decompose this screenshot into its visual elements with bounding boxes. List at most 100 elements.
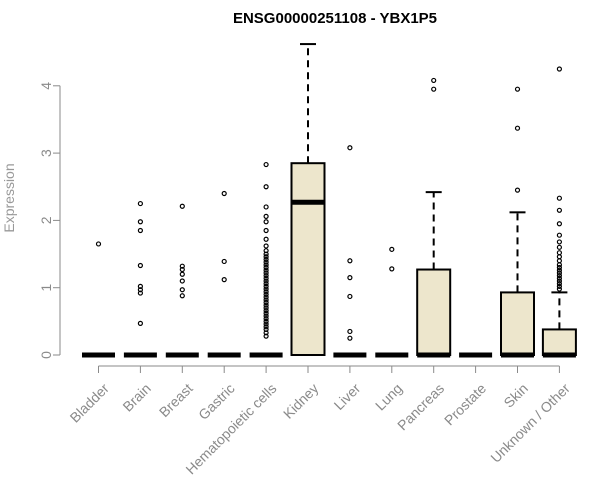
box-rect [541, 328, 577, 356]
outlier-point [137, 320, 143, 326]
y-tick-label: 0 [38, 351, 54, 359]
outlier-point [263, 278, 269, 284]
outlier-point [263, 262, 269, 268]
chart-title: ENSG00000251108 - YBX1P5 [233, 10, 437, 27]
outlier-point [263, 294, 269, 300]
outlier-point [431, 86, 437, 92]
outlier-point [263, 184, 269, 190]
outlier-point [556, 239, 563, 245]
outlier-point [556, 258, 563, 264]
outlier-point [556, 264, 563, 271]
outlier-point [347, 258, 353, 264]
outlier-point [179, 287, 185, 293]
outlier-point [556, 286, 563, 292]
outlier-point [179, 293, 185, 299]
outlier-point [263, 259, 269, 265]
y-tick-label: 4 [38, 82, 54, 90]
outlier-point [263, 318, 269, 324]
outlier-point [137, 219, 143, 225]
outlier-point [263, 272, 269, 279]
outlier-point [263, 219, 269, 225]
box-gastric [207, 190, 241, 358]
outlier-point [556, 281, 563, 287]
outlier-point [347, 145, 353, 151]
box-kidney [290, 43, 326, 356]
outlier-point [556, 207, 563, 213]
outlier-point [263, 305, 269, 311]
outlier-point [263, 310, 269, 316]
outlier-point [137, 290, 143, 296]
outlier-point [263, 281, 269, 287]
x-tick-label: Unknown / Other [487, 380, 573, 466]
outlier-point [556, 270, 563, 276]
outlier-point [556, 250, 563, 256]
outlier-point [263, 236, 269, 242]
box-skin [500, 86, 535, 358]
y-axis: 0 1 2 3 4 [38, 82, 61, 359]
outlier-point [263, 227, 269, 234]
outlier-point [263, 270, 269, 276]
outlier-point [389, 266, 395, 272]
box-unknown-other [541, 66, 577, 358]
box-rect [500, 291, 535, 357]
x-tick-label: Pancreas [394, 380, 447, 433]
outlier-point [514, 187, 521, 193]
x-tick-label: Skin [500, 380, 531, 411]
outlier-point [179, 278, 185, 284]
x-tick-label: Kidney [280, 380, 322, 422]
boxes-group [82, 43, 577, 358]
outlier-point [263, 254, 269, 260]
outlier-point [263, 326, 269, 333]
outlier-point [556, 244, 563, 250]
box-rect [290, 162, 326, 356]
outlier-point [263, 161, 269, 168]
outlier-point [263, 289, 269, 295]
box-liver [333, 145, 367, 358]
outlier-point [263, 204, 269, 210]
outlier-point [221, 277, 227, 283]
box-pancreas [416, 77, 452, 358]
outlier-point [556, 272, 563, 279]
box-lung [375, 246, 409, 358]
outlier-point [347, 335, 353, 341]
outlier-point [179, 263, 185, 269]
outlier-point [263, 321, 269, 327]
outlier-point [221, 190, 227, 197]
y-axis-label: Expression [1, 163, 17, 232]
x-tick-label: Prostate [441, 380, 489, 428]
outlier-point [263, 264, 269, 271]
outlier-point [389, 246, 395, 252]
outlier-point [137, 287, 143, 293]
outlier-point [556, 195, 563, 201]
y-tick-label: 1 [38, 284, 54, 292]
outlier-point [179, 271, 185, 277]
box-breast [165, 203, 199, 358]
outlier-point [263, 283, 269, 289]
outlier-point [263, 307, 269, 314]
box-hematopoietic-cells [249, 161, 283, 358]
outlier-point [556, 254, 563, 260]
outlier-point [347, 293, 353, 300]
x-tick-label: Lung [372, 380, 405, 413]
outlier-point [347, 275, 353, 281]
x-tick-label: Brain [119, 380, 153, 414]
outlier-point [431, 77, 437, 84]
outlier-point [263, 330, 269, 336]
outlier-point [514, 86, 521, 92]
outlier-point [263, 286, 269, 292]
y-tick-label: 3 [38, 149, 54, 157]
outlier-point [556, 275, 563, 281]
outlier-point [263, 324, 269, 330]
box-rect [416, 268, 452, 356]
outlier-point [556, 278, 563, 284]
outlier-point [556, 283, 563, 289]
outlier-point [263, 267, 269, 273]
outlier-point [221, 258, 227, 265]
box-bladder [82, 241, 115, 358]
outlier-point [263, 248, 269, 254]
box-brain [123, 200, 157, 358]
outlier-point [263, 297, 269, 303]
outlier-point [263, 333, 269, 339]
outlier-point [556, 221, 563, 227]
